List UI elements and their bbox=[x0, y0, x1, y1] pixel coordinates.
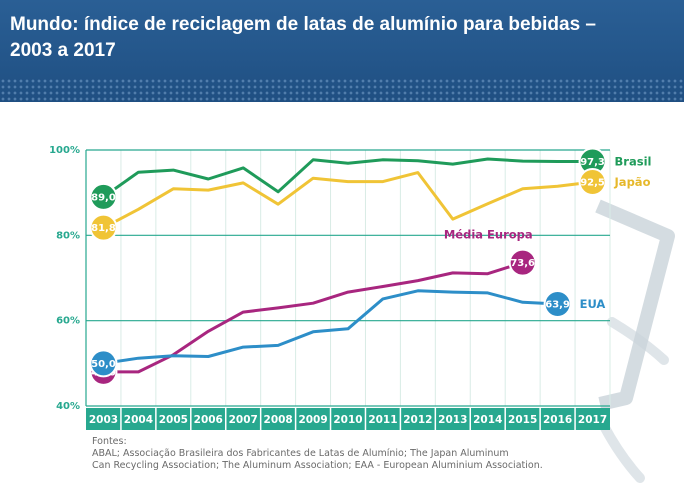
x-tick-label: 2006 bbox=[194, 414, 223, 426]
x-tick-label: 2017 bbox=[578, 414, 607, 426]
data-point-marker bbox=[543, 290, 572, 319]
data-label: 50,0 bbox=[91, 359, 116, 370]
y-tick-label: 100% bbox=[49, 145, 80, 156]
legend-label: Brasil bbox=[615, 155, 652, 169]
data-point-marker bbox=[578, 168, 607, 196]
x-tick-label: 2005 bbox=[159, 414, 188, 426]
data-point-marker bbox=[508, 248, 537, 277]
x-tick-label: 2008 bbox=[264, 414, 293, 426]
x-tick-label: 2012 bbox=[403, 414, 432, 426]
x-tick-label: 2003 bbox=[89, 414, 118, 426]
series-line-brasil bbox=[102, 157, 594, 199]
data-point-marker bbox=[89, 182, 118, 211]
data-label: 63,9 bbox=[545, 300, 570, 311]
x-tick-label: 2013 bbox=[438, 414, 467, 426]
header-banner: Mundo: índice de reciclagem de latas de … bbox=[0, 0, 684, 102]
x-tick-label: 2015 bbox=[508, 414, 537, 426]
y-tick-label: 60% bbox=[56, 316, 80, 327]
x-tick-label: 2011 bbox=[368, 414, 397, 426]
legend-label: Japão bbox=[614, 175, 651, 189]
legend-label: Média Europa bbox=[444, 228, 533, 242]
data-label: 97,3 bbox=[580, 157, 605, 168]
series-line-eua bbox=[102, 289, 560, 365]
data-label: 92,5 bbox=[580, 178, 605, 189]
data-point-marker bbox=[89, 349, 118, 378]
sources-heading: Fontes: bbox=[92, 436, 127, 447]
data-label: 73,6 bbox=[510, 258, 535, 269]
x-axis-band bbox=[86, 408, 610, 430]
can-base-decoration bbox=[599, 421, 645, 483]
x-tick-label: 2010 bbox=[333, 414, 362, 426]
data-label: 81,8 bbox=[91, 223, 116, 234]
legend-label: EUA bbox=[580, 297, 606, 311]
y-tick-label: 80% bbox=[56, 230, 80, 241]
y-tick-label: 40% bbox=[56, 401, 80, 412]
x-tick-label: 2016 bbox=[543, 414, 572, 426]
sources-note: Fontes: ABAL; Associação Brasileira dos … bbox=[92, 436, 612, 472]
sources-line-2: Can Recycling Association; The Aluminum … bbox=[92, 460, 543, 471]
x-tick-label: 2007 bbox=[229, 414, 258, 426]
x-tick-label: 2014 bbox=[473, 414, 502, 426]
data-label: 89,0 bbox=[91, 192, 116, 203]
can-outline-decoration bbox=[595, 199, 675, 411]
sources-line-1: ABAL; Associação Brasileira dos Fabrican… bbox=[92, 448, 509, 459]
x-tick-label: 2004 bbox=[124, 414, 153, 426]
page-title: Mundo: índice de reciclagem de latas de … bbox=[10, 14, 596, 61]
can-rim-decoration bbox=[607, 317, 669, 365]
series-line-japão bbox=[102, 171, 594, 230]
data-point-marker bbox=[89, 213, 118, 242]
x-tick-label: 2009 bbox=[298, 414, 327, 426]
